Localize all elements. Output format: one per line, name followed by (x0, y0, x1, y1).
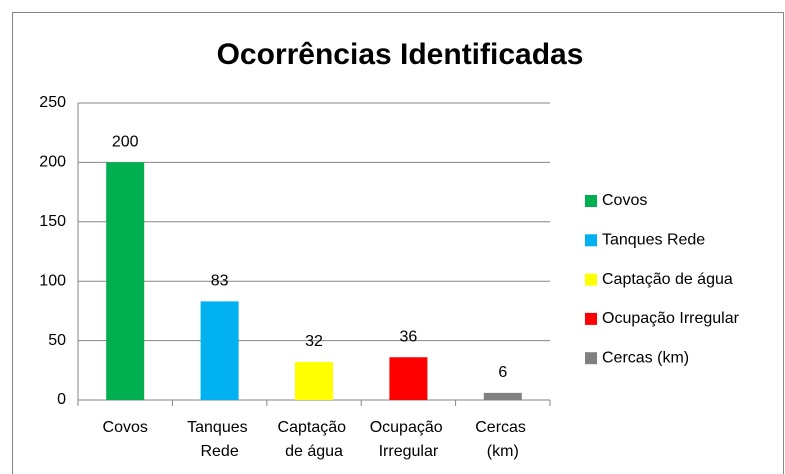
y-tick-label: 200 (39, 154, 66, 171)
legend-label: Captação de água (602, 271, 733, 288)
data-label: 6 (498, 364, 507, 381)
legend-label: Ocupação Irregular (602, 310, 740, 327)
chart-title: Ocorrências Identificadas (217, 38, 584, 71)
y-tick-label: 100 (39, 272, 66, 289)
x-tick-label: Cercas (km) (475, 419, 530, 460)
y-tick-label: 250 (39, 94, 66, 111)
legend-swatch (585, 195, 597, 207)
x-tick-label: Ocupação Irregular (370, 419, 447, 460)
legend-swatch (585, 352, 597, 365)
data-label: 83 (211, 273, 229, 290)
data-label: 32 (305, 333, 323, 350)
bar (200, 301, 239, 400)
y-tick-label: 50 (48, 332, 66, 349)
bar (295, 361, 333, 400)
data-label: 36 (400, 328, 418, 345)
legend-label: Covos (602, 192, 647, 209)
bar (483, 392, 522, 400)
bar (106, 162, 145, 400)
x-tick-label: Captação de água (278, 419, 351, 460)
x-tick-label: Covos (103, 419, 148, 436)
legend-swatch (585, 234, 597, 247)
legend-label: Cercas (km) (602, 349, 689, 366)
legend-label: Tanques Rede (602, 232, 705, 249)
data-label: 200 (112, 134, 139, 151)
bar (389, 357, 428, 400)
legend-swatch (585, 273, 597, 286)
legend-swatch (585, 312, 597, 325)
x-tick-label: Tanques Rede (187, 419, 252, 460)
y-tick-label: 150 (39, 213, 66, 230)
y-tick-label: 0 (57, 391, 66, 408)
